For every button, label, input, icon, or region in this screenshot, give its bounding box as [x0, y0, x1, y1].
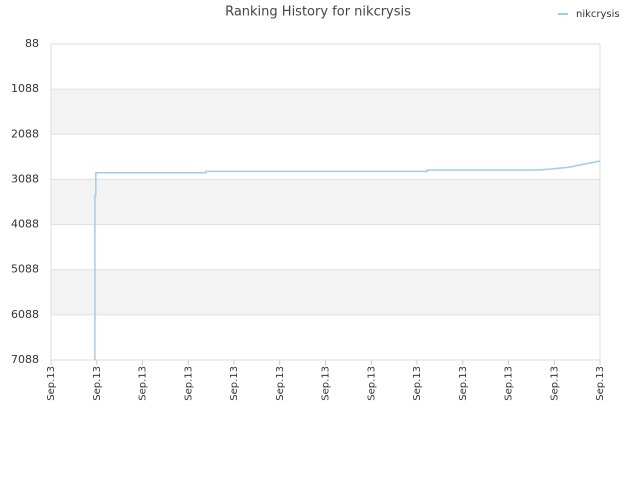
- y-tick-label: 2088: [11, 127, 39, 140]
- y-tick-label: 3088: [11, 172, 39, 185]
- x-tick-label: Sep.13: [321, 366, 332, 401]
- x-tick-label: Sep.13: [412, 366, 423, 401]
- x-tick-label: Sep.13: [549, 366, 560, 401]
- x-tick-label: Sep.13: [46, 366, 57, 401]
- grid-band: [51, 269, 600, 315]
- x-tick-label: Sep.13: [458, 366, 469, 401]
- x-tick-label: Sep.13: [595, 366, 606, 401]
- x-tick-label: Sep.13: [366, 366, 377, 401]
- x-tick-label: Sep.13: [229, 366, 240, 401]
- grid-band: [51, 179, 600, 225]
- chart-title: Ranking History for nikcrysis: [225, 5, 411, 20]
- x-tick-label: Sep.13: [504, 366, 515, 401]
- y-tick-label: 6088: [11, 308, 39, 321]
- y-tick-label: 1088: [11, 82, 39, 95]
- x-tick-label: Sep.13: [92, 366, 103, 401]
- y-tick-label: 88: [25, 37, 39, 50]
- legend-label: nikcrysis: [576, 9, 620, 20]
- x-tick-label: Sep.13: [275, 366, 286, 401]
- grid-band: [51, 89, 600, 135]
- x-tick-label: Sep.13: [183, 366, 194, 401]
- y-tick-label: 7088: [11, 353, 39, 366]
- x-tick-label: Sep.13: [138, 366, 149, 401]
- line: [94, 160, 601, 360]
- y-tick-label: 4088: [11, 218, 39, 231]
- y-tick-label: 5088: [11, 263, 39, 276]
